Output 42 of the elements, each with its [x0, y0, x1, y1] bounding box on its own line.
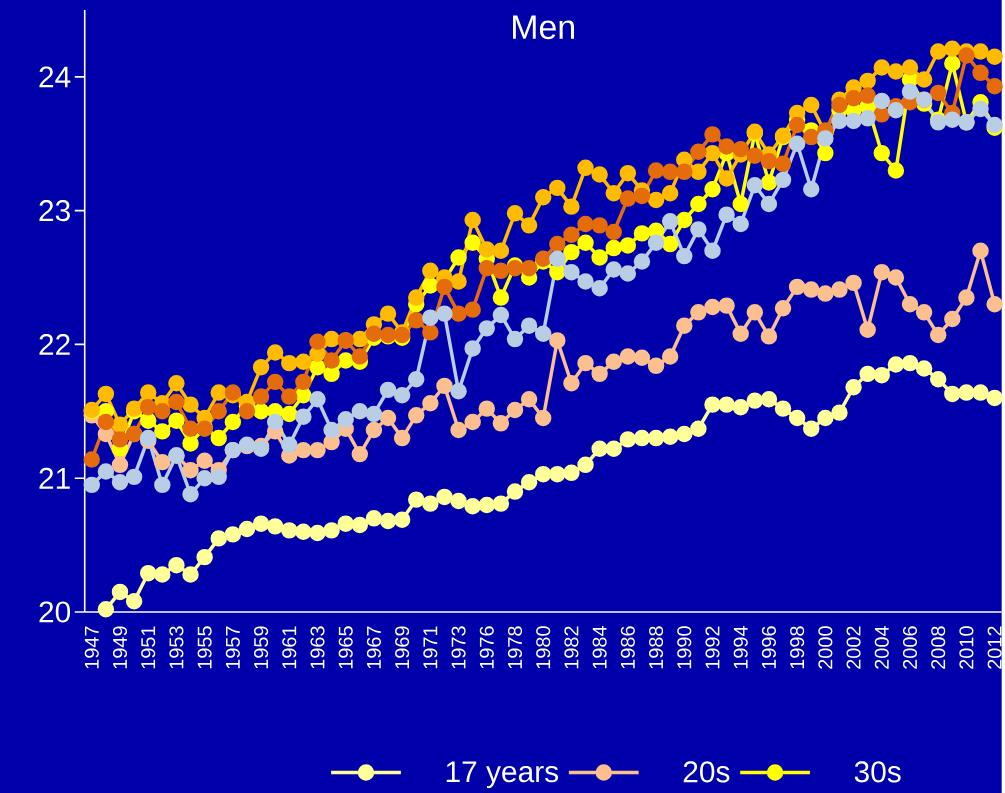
- y-tick-label: 21: [39, 467, 70, 489]
- x-tick-label: 2010: [959, 626, 974, 669]
- y-tick-label: 22: [39, 333, 70, 355]
- x-tick-label: 1973: [451, 626, 466, 669]
- x-tick-label: 2012: [987, 626, 1002, 669]
- x-tick-label: 1984: [592, 625, 607, 669]
- x-tick-label: 1947: [84, 626, 99, 669]
- x-tick-label: 2006: [902, 626, 918, 669]
- x-tick-label: 1949: [112, 626, 128, 669]
- legend-label: 20s: [683, 761, 730, 783]
- x-tick-label: 2002: [846, 626, 861, 669]
- x-tick-label: 1969: [395, 626, 410, 669]
- x-tick-label: 1955: [197, 626, 212, 669]
- x-tick-label: 1990: [677, 626, 692, 669]
- x-tick-label: 2008: [931, 626, 946, 669]
- y-tick-label: 20: [39, 601, 71, 623]
- x-tick-label: 1967: [366, 626, 381, 669]
- x-tick-label: 1953: [169, 626, 184, 669]
- x-tick-label: 1992: [705, 626, 720, 669]
- y-tick-label: 24: [39, 66, 71, 88]
- x-tick-label: 1963: [310, 626, 325, 669]
- chart-title: Men: [513, 15, 574, 39]
- x-tick-label: 1978: [507, 626, 523, 669]
- legend-label: 30s: [854, 761, 901, 783]
- x-tick-label: 1959: [254, 626, 269, 669]
- legend-label: 17 years: [446, 761, 559, 788]
- x-tick-label: 1998: [790, 626, 805, 669]
- x-tick-label: 1951: [141, 626, 156, 669]
- x-tick-label: 1957: [225, 626, 240, 669]
- y-tick-label: 23: [39, 199, 70, 222]
- x-tick-label: 2000: [818, 626, 833, 669]
- x-tick-label: 1976: [479, 626, 494, 669]
- x-tick-label: 1961: [282, 626, 297, 669]
- x-tick-label: 1994: [733, 625, 748, 669]
- x-tick-label: 1996: [761, 626, 776, 669]
- x-tick-label: 1971: [423, 626, 438, 669]
- x-tick-label: 1988: [649, 626, 664, 669]
- x-tick-label: 1982: [564, 626, 579, 669]
- x-tick-label: 1965: [338, 626, 353, 669]
- x-tick-label: 1980: [536, 626, 551, 669]
- x-tick-label: 1986: [620, 626, 635, 669]
- x-tick-label: 2004: [874, 625, 889, 669]
